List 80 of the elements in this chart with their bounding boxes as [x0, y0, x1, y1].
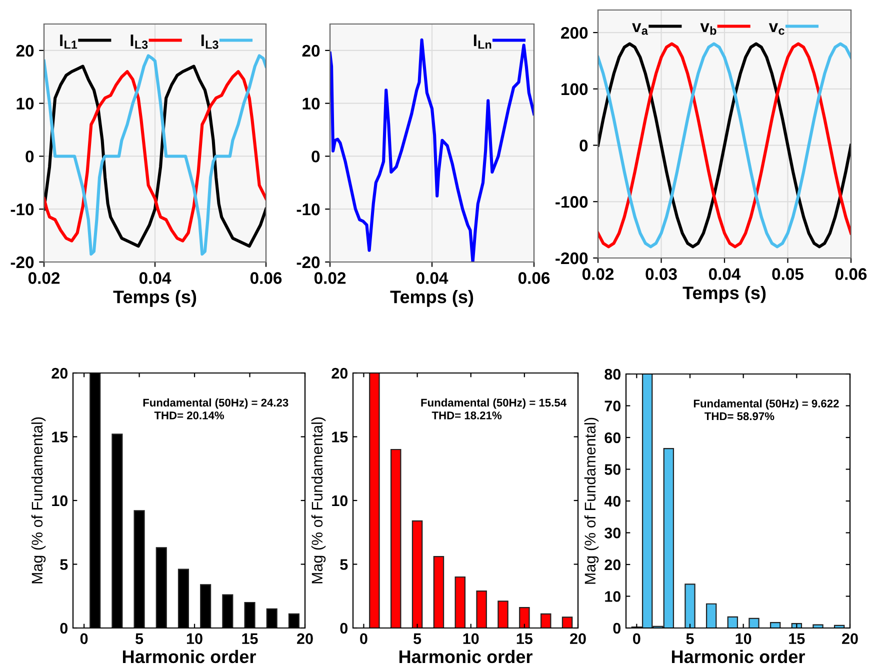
- x-tick-label: 15: [242, 633, 258, 644]
- x-tick-label: 0.04: [416, 272, 448, 284]
- x-tick-label: 15: [516, 633, 532, 644]
- x-axis-title: Temps (s): [682, 286, 766, 303]
- x-tick-label: 0.03: [646, 268, 677, 280]
- x-tick-label: 0.05: [772, 268, 804, 280]
- annotation: THD= 58.97%: [704, 412, 774, 420]
- x-tick-label: 10: [186, 633, 202, 644]
- annotation: Fundamental (50Hz) = 9.622: [694, 399, 839, 410]
- x-axis-title: Harmonic order: [399, 650, 532, 664]
- x-tick-label: 0.06: [250, 272, 282, 284]
- x-tick-label: 0.04: [139, 272, 172, 284]
- x-axis-title: Temps (s): [113, 290, 196, 307]
- x-tick-label: 5: [686, 633, 694, 644]
- y-tick-label: 0: [580, 140, 588, 152]
- y-tick-label: -20: [10, 256, 34, 268]
- annotation: Fundamental (50Hz) = 15.54: [421, 398, 566, 409]
- y-tick-label: 50: [604, 464, 621, 475]
- y-tick-label: 10: [302, 98, 320, 110]
- y-tick-label: 10: [52, 495, 68, 506]
- x-tick-label: 20: [842, 633, 858, 644]
- y-tick-label: -200: [556, 252, 588, 264]
- y-tick-label: 5: [60, 559, 68, 570]
- x-tick-label: 0.02: [28, 272, 60, 284]
- y-tick-label: 70: [604, 400, 621, 412]
- y-tick-label: 100: [562, 83, 588, 96]
- annotation: THD= 20.14%: [154, 411, 224, 420]
- x-tick-label: 15: [789, 633, 805, 644]
- x-tick-label: 0.02: [314, 272, 346, 284]
- annotation: THD= 18.21%: [432, 411, 502, 420]
- y-tick-label: 20: [52, 368, 68, 379]
- x-tick-label: 0.04: [708, 268, 741, 280]
- y-axis-title: Mag (% of Fundamental): [311, 417, 326, 584]
- x-tick-label: 10: [736, 633, 752, 644]
- legend-label: I$_{L3}$: [130, 34, 148, 49]
- y-tick-label: 0: [613, 622, 621, 634]
- y-tick-label: 200: [561, 26, 588, 39]
- y-tick-label: 5: [340, 559, 348, 570]
- x-tick-label: 0: [633, 633, 640, 644]
- annotation: Fundamental (50Hz) = 24.23: [143, 398, 288, 409]
- legend-label: v$_{c}$: [768, 23, 784, 35]
- x-tick-label: 5: [414, 633, 422, 644]
- y-tick-label: -10: [296, 204, 320, 216]
- legend-label: I$_{Ln}$: [474, 34, 492, 49]
- x-tick-label: 0.06: [518, 272, 550, 284]
- y-axis-title: Mag (% of Fundamental): [31, 417, 46, 584]
- y-tick-label: 0: [312, 150, 320, 162]
- y-tick-label: -10: [10, 204, 34, 216]
- y-tick-label: 60: [604, 432, 621, 444]
- y-tick-label: -20: [296, 256, 320, 268]
- x-axis-title: Temps (s): [390, 290, 474, 307]
- x-tick-label: 10: [463, 633, 479, 644]
- legend-label: I$_{L1}$: [60, 34, 78, 49]
- y-tick-label: 10: [605, 591, 621, 602]
- legend-label: v$_{a}$: [632, 23, 648, 35]
- legend-label: I$_{L3}$: [201, 34, 218, 49]
- y-tick-label: 80: [604, 368, 621, 380]
- y-tick-label: 0: [26, 150, 34, 162]
- x-tick-label: 0: [360, 633, 368, 644]
- y-tick-label: 15: [52, 432, 68, 442]
- x-tick-label: 5: [136, 633, 144, 644]
- y-tick-label: 20: [16, 44, 34, 57]
- y-tick-label: 30: [604, 528, 621, 538]
- y-tick-label: 20: [604, 559, 621, 570]
- x-axis-title: Harmonic order: [122, 650, 256, 664]
- y-tick-label: 10: [332, 495, 348, 506]
- y-tick-label: 20: [332, 368, 348, 379]
- legend-label: v$_{b}$: [700, 23, 716, 35]
- y-tick-label: 10: [16, 98, 34, 110]
- y-tick-label: -100: [556, 196, 588, 208]
- y-tick-label: 0: [340, 622, 348, 634]
- x-tick-label: 0.02: [582, 268, 614, 280]
- y-tick-label: 0: [60, 622, 68, 634]
- x-tick-label: 0: [80, 633, 88, 644]
- y-tick-label: 40: [604, 496, 621, 507]
- y-tick-label: 20: [302, 44, 320, 57]
- x-tick-label: 0.06: [835, 268, 867, 280]
- y-axis-title: Mag (% of Fundamental): [584, 418, 599, 584]
- x-axis-title: Harmonic order: [672, 650, 805, 664]
- y-tick-label: 15: [332, 432, 348, 442]
